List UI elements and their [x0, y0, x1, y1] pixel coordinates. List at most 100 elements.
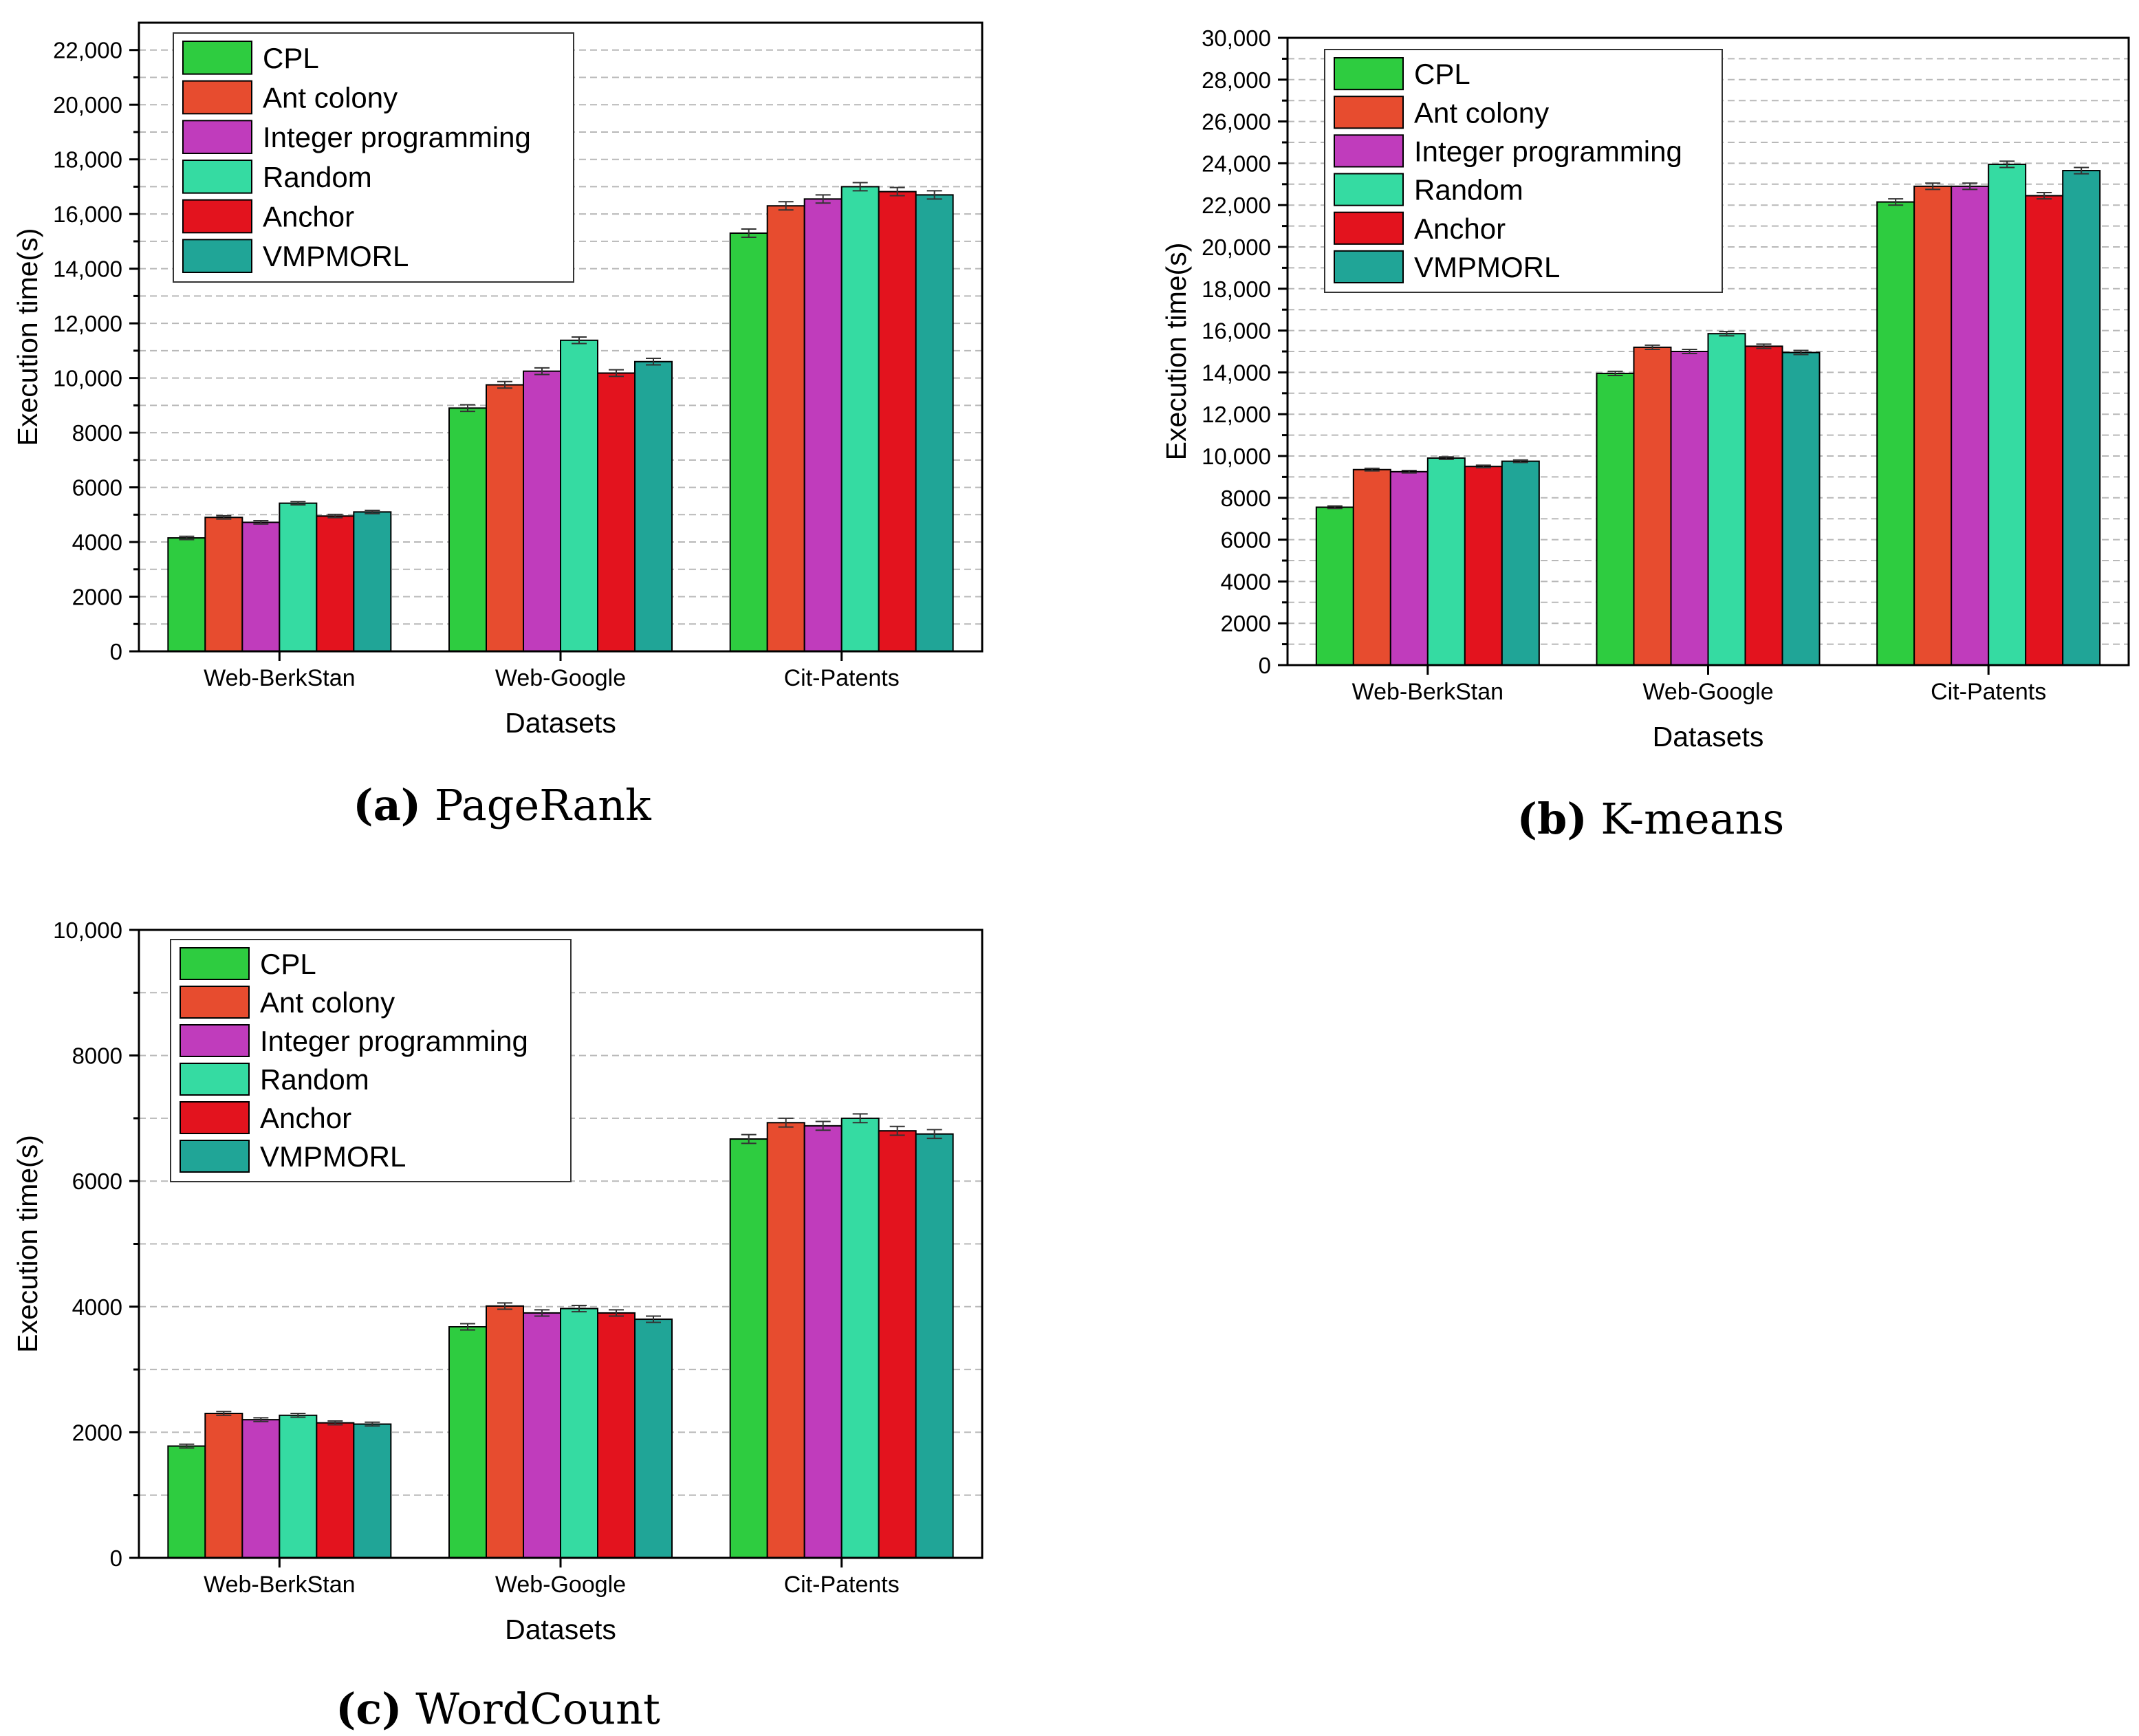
- bar-cpl-cit-patents: [729, 1138, 768, 1559]
- error-bar: [290, 1413, 306, 1418]
- bar-anchor-web-berkstan: [316, 515, 355, 653]
- y-tick-label: 22,000: [53, 38, 122, 63]
- error-bar: [216, 514, 232, 520]
- y-tick-label: 10,000: [53, 366, 122, 391]
- legend-swatch: [182, 41, 252, 75]
- bar-random-web-google: [1707, 333, 1746, 666]
- legend-swatch: [1334, 134, 1404, 168]
- error-bar: [646, 357, 661, 366]
- error-bar: [2037, 191, 2052, 200]
- x-axis-title: Datasets: [505, 707, 616, 739]
- legend-label: VMPMORL: [263, 240, 409, 272]
- caption-space: [402, 1684, 415, 1733]
- chart-b: 0 2000 4000 6000 8000 10,000 12,000 14,000 16,00…: [1160, 25, 2130, 844]
- error-bar: [497, 1302, 512, 1310]
- error-bar: [497, 380, 512, 389]
- legend-swatch: [180, 1101, 250, 1134]
- legend-swatch: [180, 986, 250, 1019]
- error-bar: [815, 194, 831, 204]
- x-tick-label: Web-BerkStan: [204, 665, 355, 691]
- y-tick-label: 6000: [1221, 528, 1271, 553]
- y-tick-label: 18,000: [1202, 276, 1271, 302]
- y-tick-label: 16,000: [53, 202, 122, 227]
- legend-swatch: [182, 120, 252, 154]
- y-tick-label: 26,000: [1202, 109, 1271, 135]
- error-bar: [253, 520, 269, 525]
- legend-swatch: [1334, 173, 1404, 206]
- caption-letter: (c): [336, 1684, 402, 1733]
- y-axis: 0 2000 4000 6000 8000 10,000: [53, 918, 139, 1571]
- error-bar: [534, 367, 550, 376]
- error-bar: [778, 201, 794, 211]
- y-tick-label: 10,000: [1202, 444, 1271, 469]
- y-tick-label: 22,000: [1202, 193, 1271, 218]
- caption-letter: (a): [353, 780, 421, 830]
- bar-anchor-web-google: [597, 1312, 636, 1559]
- bar-anchor-web-berkstan: [316, 1422, 355, 1559]
- x-axis: Web-BerkStan Web-Google Cit-Patents: [204, 1558, 900, 1598]
- error-bar: [609, 369, 624, 378]
- y-tick-label: 20,000: [1202, 235, 1271, 260]
- bar-cpl-web-google: [448, 407, 487, 652]
- panel-caption: (a) PageRank: [353, 780, 651, 830]
- bar-vmpmorl-cit-patents: [915, 194, 954, 653]
- error-bar: [646, 1315, 661, 1323]
- error-bar: [1999, 160, 2015, 169]
- error-bar: [778, 1117, 794, 1128]
- error-bar: [1682, 348, 1697, 355]
- legend-label: Integer programming: [263, 121, 531, 153]
- legend: CPL Ant colony Integer programming Random An…: [170, 939, 572, 1182]
- x-tick-label: Cit-Patents: [1931, 679, 2046, 705]
- bar-vmpmorl-web-berkstan: [353, 511, 392, 653]
- error-bar: [327, 513, 343, 519]
- panel-caption: (b) K-means: [1517, 794, 1785, 844]
- bar-integer-programming-web-berkstan: [241, 521, 281, 652]
- bar-ant-colony-web-google: [1633, 346, 1672, 666]
- x-tick-label: Web-Google: [495, 1572, 626, 1598]
- y-tick-label: 14,000: [1202, 360, 1271, 385]
- bar-ant-colony-cit-patents: [766, 205, 805, 652]
- bar-ant-colony-cit-patents: [1913, 185, 1953, 666]
- error-bar: [852, 182, 868, 192]
- error-bar: [2074, 166, 2089, 175]
- y-tick-label: 14,000: [53, 257, 122, 282]
- bar-random-cit-patents: [840, 186, 880, 653]
- bar-random-web-google: [560, 339, 598, 652]
- x-axis-title: Datasets: [505, 1614, 616, 1645]
- chart-a: 0 2000 4000 6000 8000 10,000 12,000 14,000 16,00…: [12, 21, 984, 830]
- legend-swatch: [1334, 96, 1404, 129]
- error-bar: [1327, 505, 1343, 510]
- caption-text: K-means: [1600, 794, 1784, 844]
- error-bar: [460, 1323, 475, 1331]
- error-bar: [889, 186, 905, 197]
- legend-label: Integer programming: [1414, 135, 1682, 167]
- y-tick-label: 4000: [72, 530, 122, 555]
- y-axis: 0 2000 4000 6000 8000 10,000 12,000 14,000 16,00…: [1202, 25, 1288, 678]
- bar-ant-colony-web-google: [486, 1305, 524, 1559]
- bar-vmpmorl-cit-patents: [2062, 170, 2101, 666]
- legend-swatch: [180, 1024, 250, 1057]
- caption-space: [421, 780, 435, 830]
- x-tick-label: Web-BerkStan: [204, 1572, 355, 1598]
- bar-integer-programming-web-google: [523, 1312, 561, 1559]
- legend-swatch: [180, 1140, 250, 1173]
- error-bar: [1644, 344, 1660, 350]
- legend-label: CPL: [1414, 58, 1470, 90]
- legend-swatch: [1334, 57, 1404, 91]
- bar-random-web-berkstan: [279, 502, 318, 652]
- error-bar: [1512, 459, 1528, 464]
- y-tick-label: 0: [110, 639, 122, 664]
- y-tick-label: 2000: [72, 1420, 122, 1445]
- error-bar: [889, 1125, 905, 1136]
- bars: [167, 182, 954, 653]
- error-bar: [253, 1417, 269, 1422]
- caption-letter: (b): [1517, 794, 1587, 844]
- y-tick-label: 8000: [1221, 486, 1271, 511]
- legend-label: Anchor: [1414, 213, 1506, 245]
- bar-integer-programming-cit-patents: [803, 198, 843, 652]
- bar-ant-colony-web-berkstan: [1352, 468, 1391, 666]
- x-axis: Web-BerkStan Web-Google Cit-Patents: [204, 651, 900, 691]
- bar-vmpmorl-web-google: [634, 360, 673, 652]
- y-tick-label: 0: [1259, 653, 1271, 678]
